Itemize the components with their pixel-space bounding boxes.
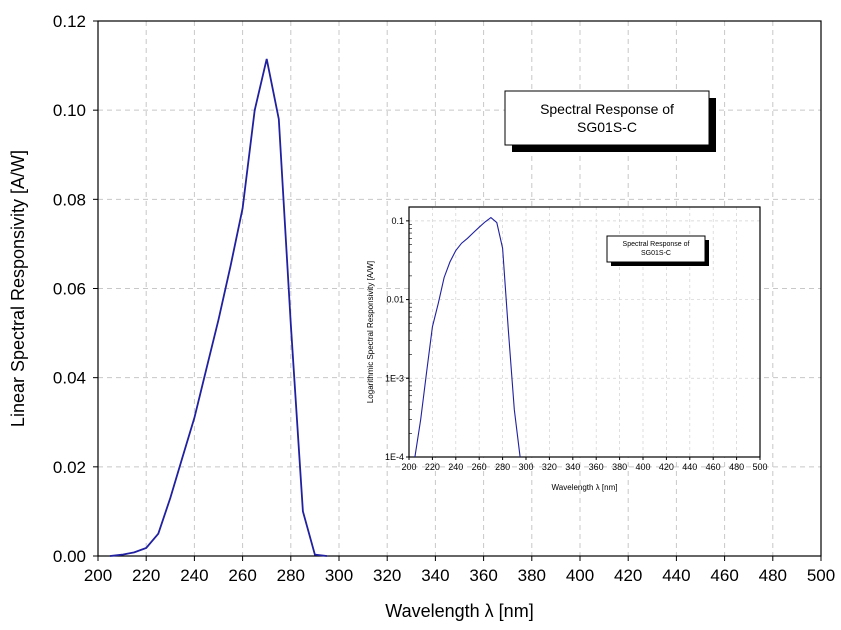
main-x-tick-label: 200 xyxy=(84,566,112,585)
inset-x-tick-label: 500 xyxy=(752,462,767,472)
main-y-tick-label: 0.06 xyxy=(53,280,86,299)
main-y-tick-label: 0.12 xyxy=(53,12,86,31)
inset-x-tick-label: 220 xyxy=(425,462,440,472)
inset-x-tick-label: 380 xyxy=(612,462,627,472)
main-x-tick-label: 220 xyxy=(132,566,160,585)
main-y-tick-label: 0.10 xyxy=(53,101,86,120)
main-x-axis-title: Wavelength λ [nm] xyxy=(385,601,533,621)
main-x-tick-label: 480 xyxy=(759,566,787,585)
inset-x-tick-label: 360 xyxy=(589,462,604,472)
main-x-tick-label: 420 xyxy=(614,566,642,585)
main-chart: 200 220 240 260 280 300 320 340 360 380 400 420 440 4… xyxy=(8,12,835,621)
main-x-tick-label: 340 xyxy=(421,566,449,585)
inset-y-tick-label: 1E-3 xyxy=(385,373,404,383)
main-x-tick-label: 300 xyxy=(325,566,353,585)
inset-x-tick-label: 460 xyxy=(706,462,721,472)
inset-x-tick-label: 260 xyxy=(472,462,487,472)
inset-plot-frame xyxy=(408,206,761,458)
inset-annotation-box xyxy=(606,235,706,263)
main-x-tick-label: 280 xyxy=(277,566,305,585)
main-x-tick-label: 400 xyxy=(566,566,594,585)
main-y-tick-label: 0.02 xyxy=(53,458,86,477)
main-responsivity-line xyxy=(109,58,327,557)
inset-x-axis-title: Wavelength λ [nm] xyxy=(552,483,618,492)
main-x-tick-label: 260 xyxy=(228,566,256,585)
inset-annotation-text: SG01S-C xyxy=(641,250,671,257)
inset-x-tick-label: 280 xyxy=(495,462,510,472)
inset-y-tick-label: 1E-4 xyxy=(385,452,404,462)
inset-y-tick-label: 0.01 xyxy=(386,295,404,305)
main-x-tick-label: 360 xyxy=(469,566,497,585)
main-x-tick-label: 380 xyxy=(518,566,546,585)
main-annotation-text: Spectral Response of xyxy=(540,101,674,117)
main-x-tick-label: 440 xyxy=(662,566,690,585)
inset-x-tick-label: 440 xyxy=(682,462,697,472)
inset-x-tick-label: 300 xyxy=(518,462,533,472)
inset-x-tick-label: 420 xyxy=(659,462,674,472)
main-x-tick-label: 240 xyxy=(180,566,208,585)
inset-annotation-text: Spectral Response of xyxy=(623,241,690,248)
main-y-axis-title: Linear Spectral Responsivity [A/W] xyxy=(8,150,28,427)
inset-y-axis-title: Logarithmic Spectral Responsivity [A/W] xyxy=(366,261,375,403)
main-annotation-text: SG01S-C xyxy=(577,119,637,135)
main-y-tick-label: 0.08 xyxy=(53,190,86,209)
main-y-tick-label: 0.00 xyxy=(53,547,86,566)
main-x-tick-label: 500 xyxy=(807,566,835,585)
main-plot-frame xyxy=(97,20,822,557)
inset-chart: 200 220 240 260 280 300 320 340 360 380 400 420 440 4… xyxy=(366,206,768,492)
main-x-tick-label: 320 xyxy=(373,566,401,585)
main-y-tick-label: 0.04 xyxy=(53,369,86,388)
inset-x-tick-label: 480 xyxy=(729,462,744,472)
inset-y-tick-label: 0.1 xyxy=(391,216,404,226)
inset-responsivity-line xyxy=(414,216,521,458)
inset-x-tick-label: 200 xyxy=(401,462,416,472)
inset-x-tick-label: 340 xyxy=(565,462,580,472)
main-annotation-box xyxy=(504,90,710,146)
inset-x-tick-label: 240 xyxy=(448,462,463,472)
inset-x-tick-label: 320 xyxy=(542,462,557,472)
inset-x-tick-label: 400 xyxy=(635,462,650,472)
main-x-tick-label: 460 xyxy=(710,566,738,585)
